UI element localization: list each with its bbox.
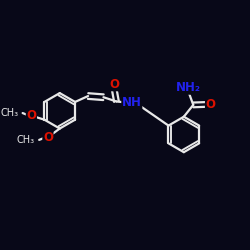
Text: O: O (43, 131, 53, 144)
Text: CH₃: CH₃ (0, 108, 18, 118)
Text: NH: NH (122, 96, 142, 109)
Text: O: O (26, 109, 36, 122)
Text: NH₂: NH₂ (176, 81, 201, 94)
Text: O: O (206, 98, 216, 111)
Text: O: O (109, 78, 119, 91)
Text: CH₃: CH₃ (17, 135, 35, 145)
